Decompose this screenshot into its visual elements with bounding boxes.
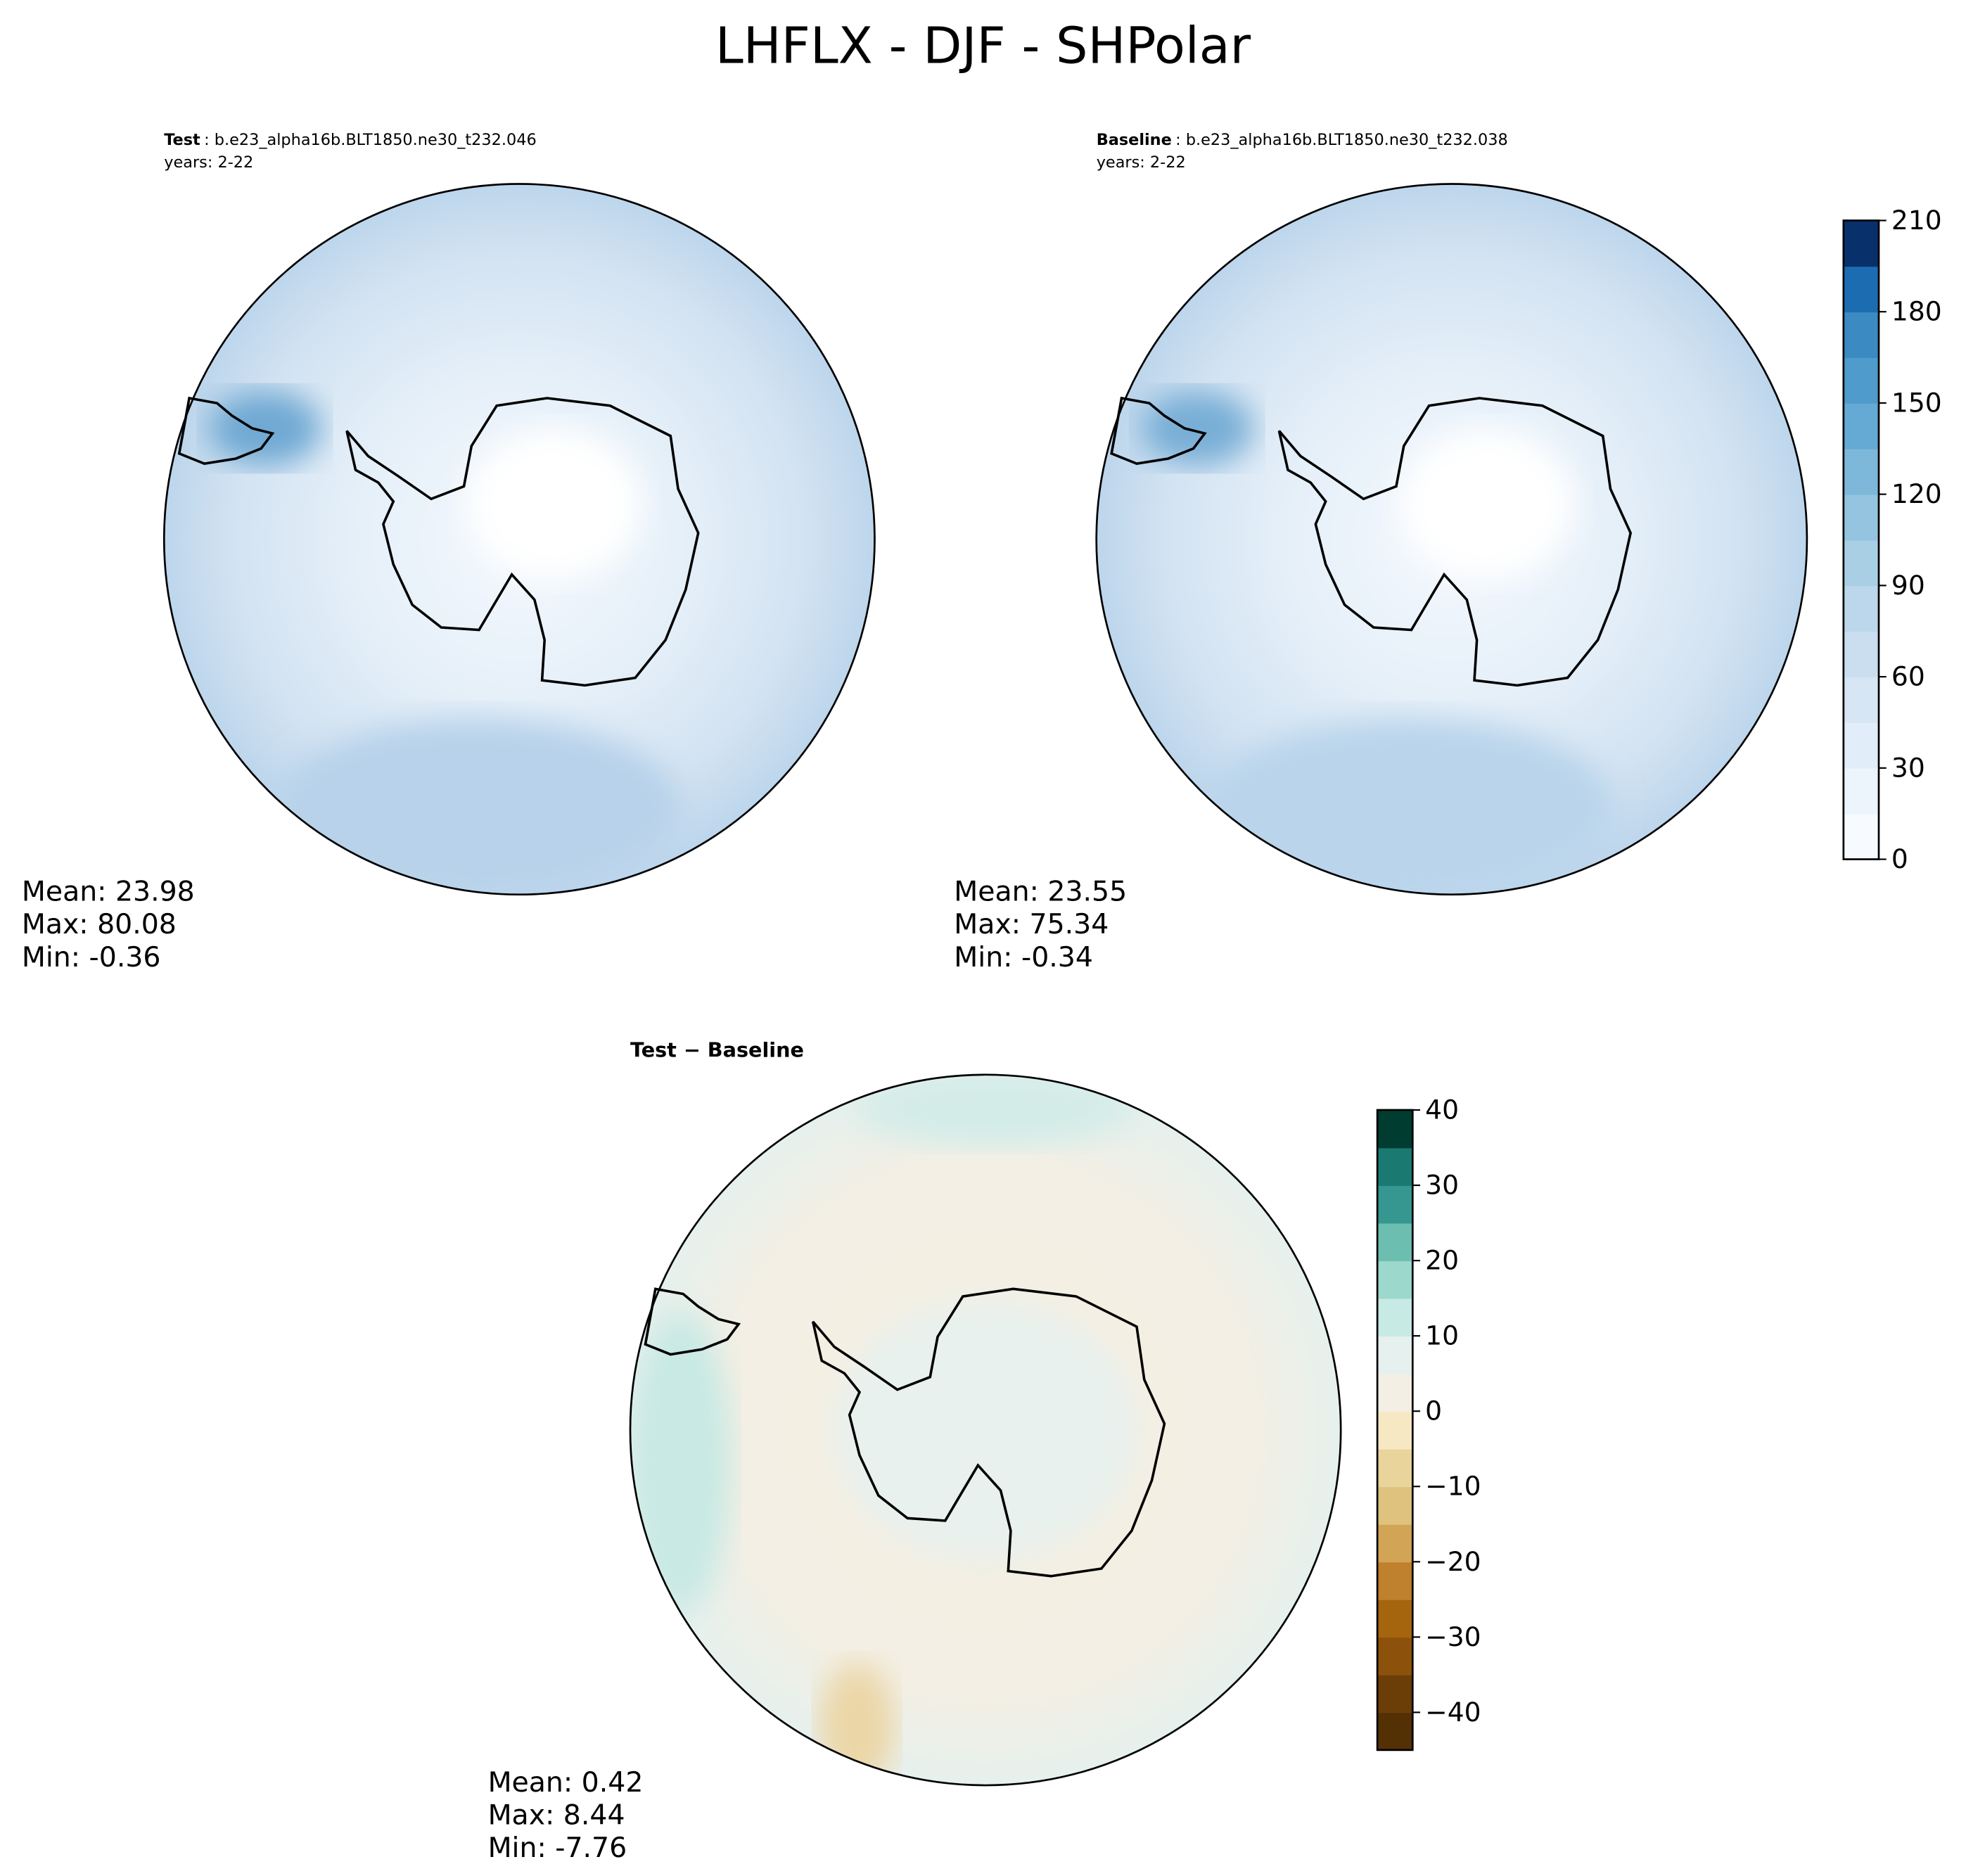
colorbar-tick-label: 60 bbox=[1891, 661, 1925, 692]
stat: Mean: 23.55 bbox=[954, 876, 1127, 908]
colorbar-tick-label: −30 bbox=[1425, 1621, 1481, 1652]
colorbar-band bbox=[1377, 1298, 1413, 1337]
colorbar-band bbox=[1377, 1712, 1413, 1751]
colorbar-tick-label: 20 bbox=[1425, 1245, 1459, 1276]
stat: Max: 8.44 bbox=[488, 1799, 625, 1832]
colorbar-frame bbox=[1842, 219, 1880, 860]
stat: Min: -0.36 bbox=[22, 941, 161, 974]
panel-label: Test bbox=[164, 131, 200, 149]
map-panel bbox=[1096, 184, 1807, 895]
map-border bbox=[629, 1073, 1342, 1787]
colorbar-tick-label: 30 bbox=[1891, 752, 1925, 783]
colorbar-band bbox=[1377, 1261, 1413, 1299]
colorbar-band bbox=[1377, 1448, 1413, 1488]
colorbar-band bbox=[1377, 1185, 1413, 1224]
colorbar-tick-label: 180 bbox=[1891, 296, 1942, 327]
colorbar-tick-label: 30 bbox=[1425, 1170, 1459, 1201]
colorbar-band bbox=[1843, 494, 1879, 541]
colorbar-band bbox=[1843, 357, 1879, 404]
colorbar-band bbox=[1377, 1109, 1413, 1149]
stats: Mean: 0.42 Max: 8.44 Min: -7.76 bbox=[488, 1766, 644, 1864]
colorbar-band bbox=[1843, 677, 1879, 723]
map-panel bbox=[164, 184, 875, 895]
stat: Min: -0.34 bbox=[954, 941, 1093, 974]
stat: Min: -7.76 bbox=[488, 1832, 627, 1864]
panel-label: Baseline bbox=[1097, 131, 1172, 149]
colorbar-band bbox=[1843, 540, 1879, 587]
panel-header: Baseline: b.e23_alpha16b.BLT1850.ne30_t2… bbox=[1097, 131, 1508, 149]
colorbar-band bbox=[1377, 1637, 1413, 1676]
panel-years: years: 2-22 bbox=[164, 153, 253, 172]
colorbar-band bbox=[1843, 266, 1879, 313]
colorbar-band bbox=[1377, 1336, 1413, 1374]
panel-caption: : b.e23_alpha16b.BLT1850.ne30_t232.038 bbox=[1175, 131, 1508, 149]
colorbar-tick-label: 150 bbox=[1891, 387, 1942, 418]
colorbar-band bbox=[1377, 1373, 1413, 1412]
stat: Mean: 0.42 bbox=[488, 1766, 644, 1799]
colorbar-tick-label: 90 bbox=[1891, 570, 1925, 601]
map-border bbox=[162, 183, 876, 896]
colorbar-tick-label: −10 bbox=[1425, 1471, 1481, 1502]
colorbar-band bbox=[1377, 1411, 1413, 1450]
colorbar-band bbox=[1377, 1599, 1413, 1638]
colorbar-band bbox=[1377, 1674, 1413, 1714]
colorbar-tick-label: 10 bbox=[1425, 1320, 1459, 1351]
colorbar-band bbox=[1377, 1562, 1413, 1600]
stat: Max: 80.08 bbox=[22, 908, 177, 940]
colorbar-band bbox=[1843, 585, 1879, 632]
panel-header: Test: b.e23_alpha16b.BLT1850.ne30_t232.0… bbox=[164, 131, 536, 149]
colorbar-tick-label: −20 bbox=[1425, 1546, 1481, 1577]
map-border bbox=[1095, 183, 1808, 896]
colorbar-band bbox=[1843, 448, 1879, 495]
colorbar-band bbox=[1843, 722, 1879, 769]
panel-title: Test − Baseline bbox=[630, 1038, 804, 1062]
colorbar-band bbox=[1843, 767, 1879, 815]
colorbar-band bbox=[1843, 631, 1879, 677]
panel-years: years: 2-22 bbox=[1097, 153, 1186, 172]
colorbar-band bbox=[1377, 1524, 1413, 1563]
colorbar-tick-label: 120 bbox=[1891, 478, 1942, 509]
map-panel bbox=[630, 1074, 1341, 1786]
colorbar-band bbox=[1377, 1147, 1413, 1186]
panel-caption: : b.e23_alpha16b.BLT1850.ne30_t232.046 bbox=[204, 131, 537, 149]
colorbar-band bbox=[1843, 813, 1879, 860]
colorbar-band bbox=[1843, 220, 1879, 267]
figure-title: LHFLX - DJF - SHPolar bbox=[715, 17, 1251, 75]
colorbar-band bbox=[1377, 1486, 1413, 1525]
stat: Max: 75.34 bbox=[954, 908, 1109, 940]
colorbar-tick-label: 40 bbox=[1425, 1095, 1459, 1125]
colorbar-band bbox=[1843, 312, 1879, 358]
colorbar-tick-label: −40 bbox=[1425, 1697, 1481, 1728]
colorbar-frame bbox=[1376, 1109, 1414, 1751]
stat: Mean: 23.98 bbox=[22, 876, 195, 908]
colorbar-tick-label: 210 bbox=[1891, 205, 1942, 236]
colorbar-tick-label: 0 bbox=[1891, 843, 1908, 874]
colorbar-band bbox=[1843, 402, 1879, 449]
colorbar-band bbox=[1377, 1223, 1413, 1261]
colorbar-tick-label: 0 bbox=[1425, 1396, 1442, 1427]
